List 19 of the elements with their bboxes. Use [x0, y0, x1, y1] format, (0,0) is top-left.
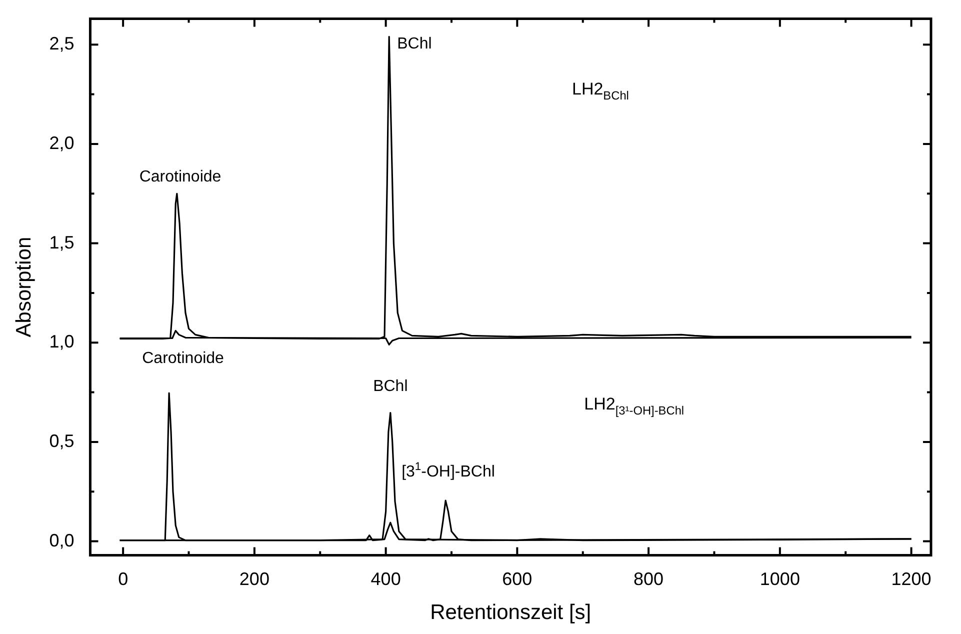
y-tick-label: 0,5 — [49, 430, 74, 451]
x-tick-label: 200 — [239, 568, 270, 589]
y-tick-label: 0,0 — [49, 530, 74, 550]
x-tick-label: 0 — [118, 568, 128, 589]
x-tick-label: 400 — [370, 568, 401, 589]
x-tick-label: 1200 — [891, 568, 932, 589]
x-tick-label: 800 — [634, 568, 664, 589]
x-tick-label: 600 — [502, 568, 532, 589]
x-axis-title: Retentionszeit [s] — [430, 601, 592, 624]
annotation: BChl — [397, 36, 432, 53]
annotation: Carotinoide — [139, 168, 222, 186]
y-tick-label: 1,0 — [49, 332, 74, 352]
y-tick-label: 2,5 — [49, 34, 74, 54]
y-tick-label: 2,0 — [49, 132, 74, 153]
y-axis-title: Absorption — [12, 236, 36, 338]
annotation: BChl — [373, 378, 408, 395]
annotation: Carotinoide — [142, 350, 224, 368]
y-tick-label: 1,5 — [49, 232, 74, 252]
x-tick-label: 1000 — [760, 568, 800, 589]
